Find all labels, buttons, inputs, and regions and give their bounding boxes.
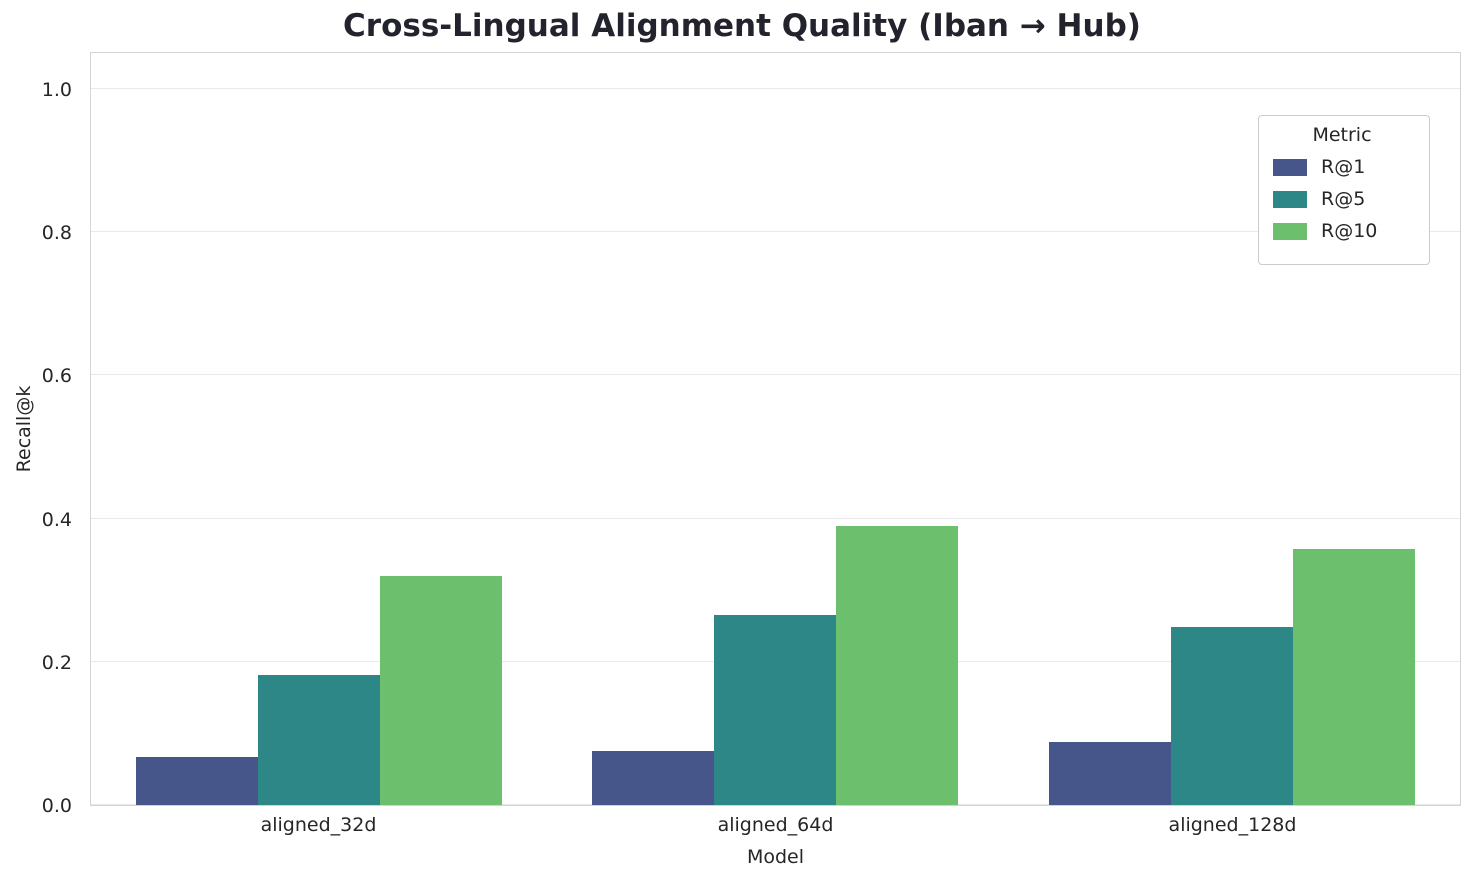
legend-title: Metric [1312, 124, 1372, 146]
bar-group [547, 53, 1003, 805]
x-tick-label: aligned_128d [1168, 814, 1297, 836]
y-tick-label: 1.0 [41, 79, 72, 101]
bar-group [1004, 53, 1460, 805]
bar [1048, 742, 1171, 805]
bar [592, 751, 715, 805]
bar-group [91, 53, 547, 805]
bar [836, 525, 959, 805]
gridline [91, 231, 1460, 233]
legend-item: R@10 [1273, 220, 1411, 242]
y-tick-label: 0.4 [41, 508, 72, 531]
chart-title: Cross-Lingual Alignment Quality (Iban → … [343, 8, 1141, 44]
legend-item: R@5 [1273, 188, 1411, 210]
legend-items: R@1 R@5 R@10 [1273, 156, 1411, 242]
bar [380, 575, 503, 805]
x-tick-label: aligned_64d [717, 814, 834, 836]
legend-label: R@5 [1321, 188, 1366, 210]
bar [1170, 627, 1293, 805]
x-axis-ticks: aligned_32d aligned_64d aligned_128d [90, 814, 1461, 836]
bar-groups [91, 53, 1460, 805]
legend-label: R@1 [1321, 156, 1366, 178]
y-tick-label: 0.2 [41, 651, 72, 674]
bar [136, 757, 259, 805]
y-tick-label: 0.8 [41, 222, 72, 245]
legend-swatch [1273, 222, 1307, 240]
x-axis-label: Model [746, 846, 805, 868]
y-axis: 0.0 0.2 0.4 0.6 0.8 1.0 [0, 52, 82, 817]
legend-label: R@10 [1321, 220, 1378, 242]
bar [714, 615, 837, 805]
gridline [91, 88, 1460, 89]
bar [1292, 548, 1415, 805]
y-tick-label: 0.6 [41, 365, 72, 388]
legend-swatch [1273, 190, 1307, 208]
legend-item: R@1 [1273, 156, 1411, 178]
gridline [91, 517, 1460, 519]
x-tick-label: aligned_32d [260, 814, 377, 836]
legend: Metric R@1 R@5 R@10 [1258, 115, 1430, 265]
gridline [91, 374, 1460, 376]
bar [258, 674, 381, 805]
y-tick-label: 0.0 [41, 795, 72, 817]
plot-area: Metric R@1 R@5 R@10 [90, 52, 1461, 806]
legend-swatch [1273, 158, 1307, 176]
